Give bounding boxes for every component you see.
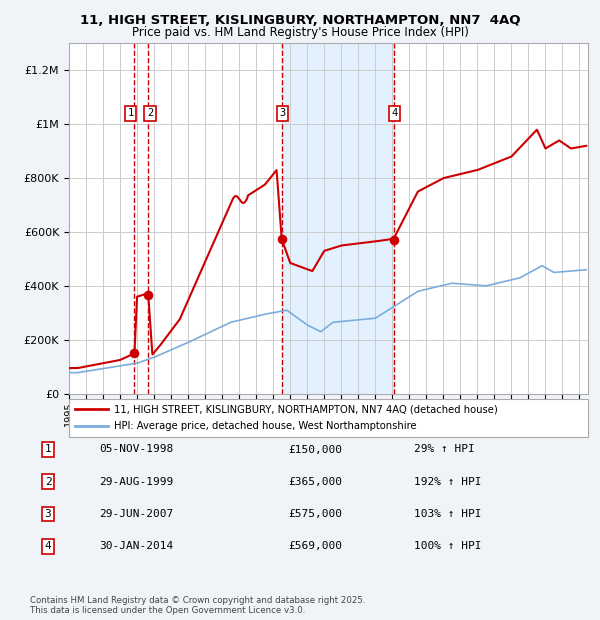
Text: 2: 2	[147, 108, 153, 118]
Text: 05-NOV-1998: 05-NOV-1998	[99, 445, 173, 454]
Text: Price paid vs. HM Land Registry's House Price Index (HPI): Price paid vs. HM Land Registry's House …	[131, 26, 469, 39]
Text: 29-JUN-2007: 29-JUN-2007	[99, 509, 173, 519]
Point	[277, 234, 286, 244]
Text: 103% ↑ HPI: 103% ↑ HPI	[414, 509, 481, 519]
Bar	[281, 43, 394, 394]
Text: 100% ↑ HPI: 100% ↑ HPI	[414, 541, 481, 551]
Text: £150,000: £150,000	[288, 445, 342, 454]
Text: £575,000: £575,000	[288, 509, 342, 519]
Text: 30-JAN-2014: 30-JAN-2014	[99, 541, 173, 551]
Text: 3: 3	[280, 108, 286, 118]
Point	[130, 348, 139, 358]
Text: 4: 4	[391, 108, 398, 118]
Text: 29-AUG-1999: 29-AUG-1999	[99, 477, 173, 487]
Text: 11, HIGH STREET, KISLINGBURY, NORTHAMPTON, NN7 4AQ (detached house): 11, HIGH STREET, KISLINGBURY, NORTHAMPTO…	[114, 404, 498, 414]
Text: 11, HIGH STREET, KISLINGBURY, NORTHAMPTON, NN7  4AQ: 11, HIGH STREET, KISLINGBURY, NORTHAMPTO…	[80, 14, 520, 27]
Text: HPI: Average price, detached house, West Northamptonshire: HPI: Average price, detached house, West…	[114, 422, 416, 432]
Text: 1: 1	[44, 445, 52, 454]
Text: 2: 2	[44, 477, 52, 487]
Text: Contains HM Land Registry data © Crown copyright and database right 2025.
This d: Contains HM Land Registry data © Crown c…	[30, 596, 365, 615]
Text: 3: 3	[44, 509, 52, 519]
Point	[143, 290, 153, 300]
Point	[389, 236, 398, 246]
Text: £365,000: £365,000	[288, 477, 342, 487]
Text: 1: 1	[128, 108, 134, 118]
Text: 29% ↑ HPI: 29% ↑ HPI	[414, 445, 475, 454]
Text: £569,000: £569,000	[288, 541, 342, 551]
Text: 4: 4	[44, 541, 52, 551]
Text: 192% ↑ HPI: 192% ↑ HPI	[414, 477, 481, 487]
